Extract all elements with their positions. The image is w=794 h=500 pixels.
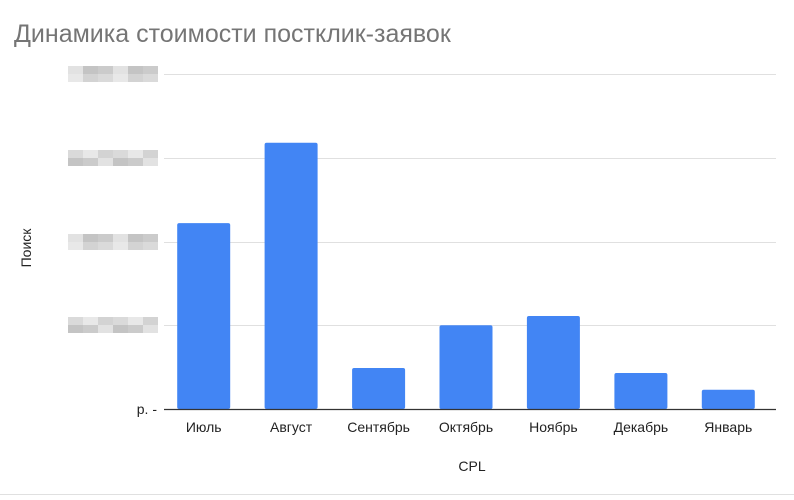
obscured-y-tick-label: [128, 241, 143, 250]
bar-6: [614, 373, 668, 409]
x-axis-label: CPL: [458, 458, 486, 474]
bar-1: [177, 223, 231, 409]
obscured-y-tick-label: [83, 241, 98, 250]
obscured-y-tick-label: [83, 233, 98, 242]
obscured-y-tick-label: [143, 66, 158, 74]
obscured-y-tick-label: [113, 157, 128, 166]
bar-2: [264, 142, 318, 409]
obscured-y-tick-label: [68, 66, 83, 74]
x-tick-label: Ноябрь: [529, 419, 578, 435]
frame-bottom-border: [0, 494, 794, 495]
obscured-y-tick-label: [98, 233, 113, 242]
obscured-y-tick-label: [83, 157, 98, 166]
obscured-y-tick-label: [68, 157, 83, 166]
obscured-y-tick-label: [98, 74, 113, 82]
bar-4: [439, 325, 493, 410]
obscured-y-tick-label: [113, 325, 128, 334]
obscured-y-tick-label: [128, 74, 143, 82]
y-tick-label: р. -: [137, 401, 158, 417]
obscured-y-tick-label: [128, 157, 143, 166]
obscured-y-tick-label: [83, 325, 98, 334]
chart-title: Динамика стоимости постклик-заявок: [14, 20, 451, 48]
x-tick-label: Октябрь: [439, 419, 493, 435]
obscured-y-tick-label: [68, 74, 83, 82]
obscured-y-tick-label: [83, 149, 98, 158]
obscured-y-tick-label: [83, 66, 98, 74]
obscured-y-tick-label: [98, 317, 113, 326]
x-tick-label: Декабрь: [614, 419, 669, 435]
obscured-y-tick-label: [98, 66, 113, 74]
obscured-y-tick-label: [128, 149, 143, 158]
obscured-y-tick-label: [98, 149, 113, 158]
obscured-y-tick-label: [128, 66, 143, 74]
obscured-y-tick-label: [113, 317, 128, 326]
obscured-y-tick-label: [143, 241, 158, 250]
obscured-y-tick-label: [98, 241, 113, 250]
obscured-y-tick-label: [128, 233, 143, 242]
obscured-y-tick-label: [143, 149, 158, 158]
obscured-y-tick-label: [113, 241, 128, 250]
bar-3: [352, 368, 406, 409]
obscured-y-tick-label: [98, 157, 113, 166]
x-tick-label: Сентябрь: [347, 419, 410, 435]
obscured-y-tick-label: [83, 317, 98, 326]
obscured-y-tick-label: [68, 325, 83, 334]
bar-5: [526, 316, 580, 409]
obscured-y-tick-label: [113, 66, 128, 74]
obscured-y-tick-label: [128, 317, 143, 326]
bar-7: [701, 389, 755, 409]
obscured-y-tick-label: [128, 325, 143, 334]
obscured-y-tick-label: [83, 74, 98, 82]
obscured-y-tick-label: [143, 74, 158, 82]
obscured-y-tick-label: [68, 233, 83, 242]
x-tick-label: Январь: [704, 419, 752, 435]
obscured-y-tick-label: [143, 157, 158, 166]
obscured-y-tick-label: [113, 74, 128, 82]
obscured-y-tick-label: [113, 149, 128, 158]
obscured-y-tick-label: [98, 325, 113, 334]
obscured-y-tick-label: [68, 149, 83, 158]
obscured-y-tick-label: [68, 241, 83, 250]
obscured-y-tick-label: [68, 317, 83, 326]
obscured-y-tick-label: [113, 233, 128, 242]
x-tick-label: Август: [270, 419, 313, 435]
obscured-y-tick-label: [143, 317, 158, 326]
obscured-y-tick-label: [143, 233, 158, 242]
x-tick-label: Июль: [186, 419, 222, 435]
obscured-y-tick-label: [143, 325, 158, 334]
